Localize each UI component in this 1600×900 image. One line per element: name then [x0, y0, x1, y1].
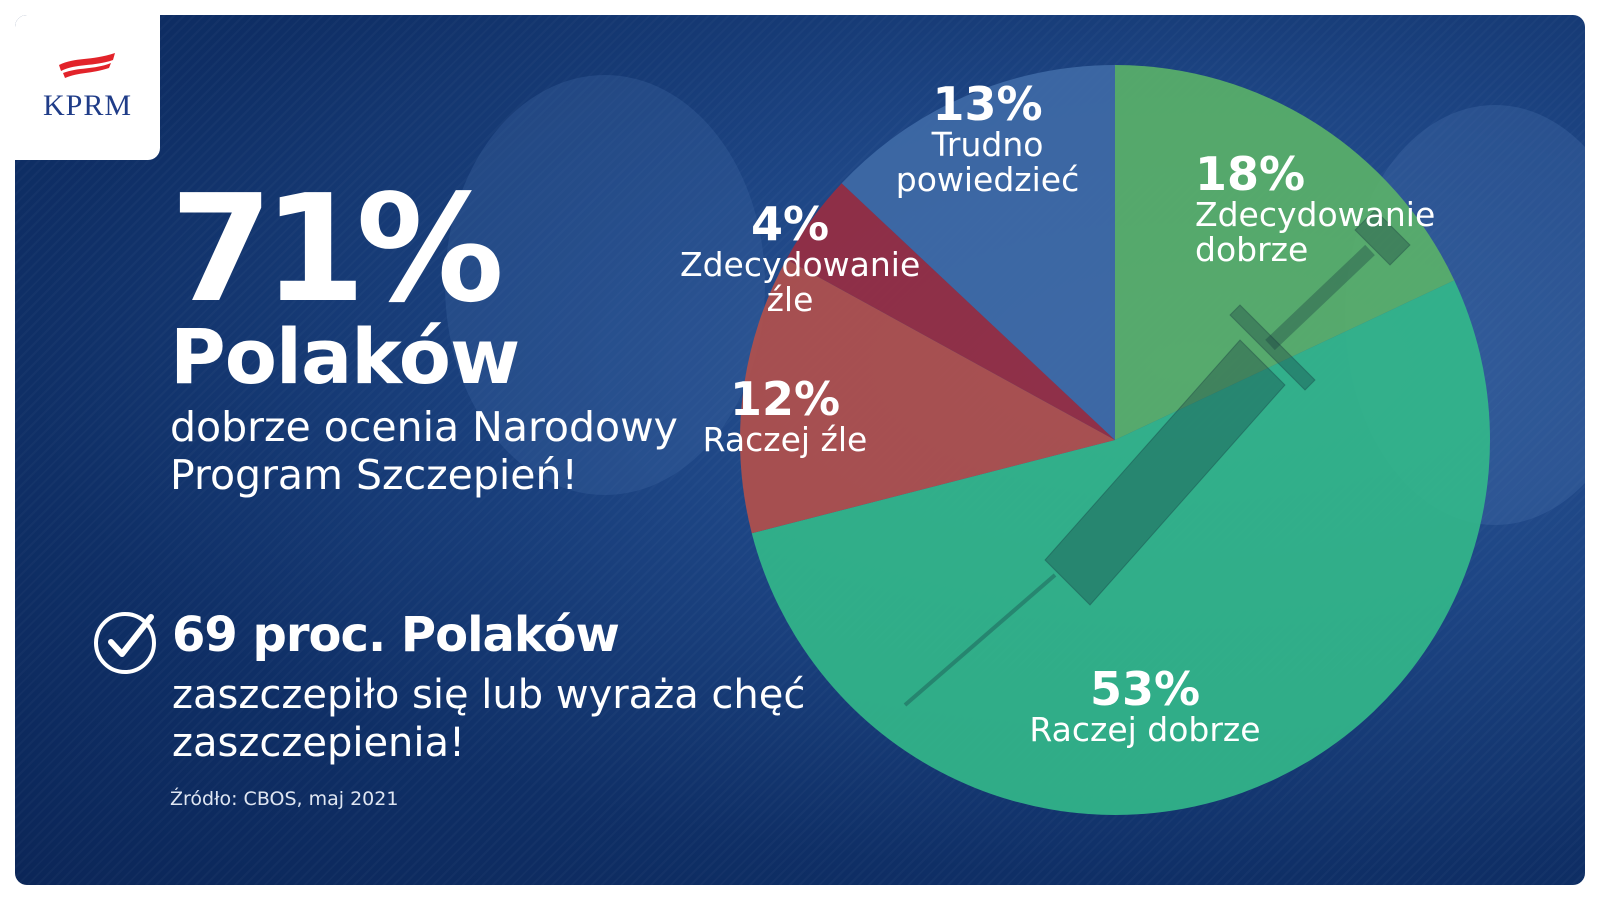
headline-percent: 71% [170, 163, 504, 335]
slice-trudno-powiedziec [841, 65, 1115, 440]
logo-text: KPRM [42, 89, 133, 122]
pie-chart [739, 65, 1490, 815]
label-value: 18% [1195, 147, 1306, 201]
slice-raczej-zle [739, 259, 1115, 534]
source-note: Źródło: CBOS, maj 2021 [170, 788, 399, 810]
headline-subject: Polaków [170, 312, 520, 401]
label-category: Zdecydowanie dobrze [1195, 195, 1436, 269]
slice-raczej-dobrze [751, 280, 1490, 815]
syringe-icon [903, 209, 1411, 707]
label-value: 53% [1089, 662, 1201, 716]
label-value: 4% [750, 197, 830, 251]
infographic-panel: KPRM 18% Zdecydowanie dobrze 53% Raczej … [15, 15, 1585, 885]
background-figure-left [445, 75, 765, 495]
headline-description: dobrze ocenia Narodowy Program Szczepień… [170, 403, 678, 500]
label-zdecydowanie-dobrze: 18% Zdecydowanie dobrze [1195, 150, 1495, 268]
flag-icon [59, 53, 115, 78]
label-category: Raczej źle [702, 420, 868, 460]
slice-zdecydowanie-zle [786, 183, 1115, 441]
label-category: Raczej dobrze [1029, 710, 1261, 750]
label-zdecydowanie-zle: 4% Zdecydowanie źle [645, 200, 935, 318]
label-category: Trudno powiedzieć [895, 125, 1080, 199]
secondary-highlight: 69 proc. Polaków [172, 607, 620, 663]
pie-slices [739, 65, 1490, 815]
label-value: 13% [932, 77, 1043, 131]
secondary-text: zaszczepiło się lub wyraża chęć zaszczep… [172, 672, 806, 766]
check-circle-icon [94, 612, 156, 674]
label-value: 12% [729, 372, 841, 426]
logo-box[interactable]: KPRM [15, 15, 160, 160]
slice-zdecydowanie-dobrze [1115, 65, 1455, 440]
label-category: Zdecydowanie źle [680, 245, 921, 319]
label-raczej-dobrze: 53% Raczej dobrze [1010, 665, 1280, 748]
label-trudno-powiedziec: 13% Trudno powiedzieć [870, 80, 1105, 198]
label-raczej-zle: 12% Raczej źle [685, 375, 885, 458]
